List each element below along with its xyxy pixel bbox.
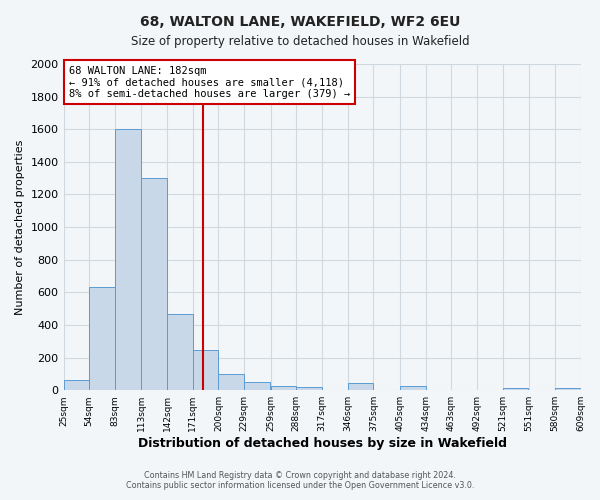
Text: 68 WALTON LANE: 182sqm
← 91% of detached houses are smaller (4,118)
8% of semi-d: 68 WALTON LANE: 182sqm ← 91% of detached… xyxy=(69,66,350,99)
Bar xyxy=(218,374,244,390)
Y-axis label: Number of detached properties: Number of detached properties xyxy=(15,140,25,315)
Bar xyxy=(400,386,425,390)
Text: Size of property relative to detached houses in Wakefield: Size of property relative to detached ho… xyxy=(131,35,469,48)
Text: Contains HM Land Registry data © Crown copyright and database right 2024.
Contai: Contains HM Land Registry data © Crown c… xyxy=(126,470,474,490)
Bar xyxy=(193,350,218,390)
Bar xyxy=(503,388,528,390)
Bar xyxy=(244,382,270,390)
Bar xyxy=(167,314,193,390)
Bar xyxy=(64,380,89,390)
Bar xyxy=(142,178,167,390)
Text: 68, WALTON LANE, WAKEFIELD, WF2 6EU: 68, WALTON LANE, WAKEFIELD, WF2 6EU xyxy=(140,15,460,29)
X-axis label: Distribution of detached houses by size in Wakefield: Distribution of detached houses by size … xyxy=(137,437,506,450)
Bar xyxy=(89,288,115,390)
Bar xyxy=(347,383,373,390)
Bar xyxy=(555,388,581,390)
Bar xyxy=(271,386,296,390)
Bar xyxy=(296,387,322,390)
Bar xyxy=(115,129,140,390)
